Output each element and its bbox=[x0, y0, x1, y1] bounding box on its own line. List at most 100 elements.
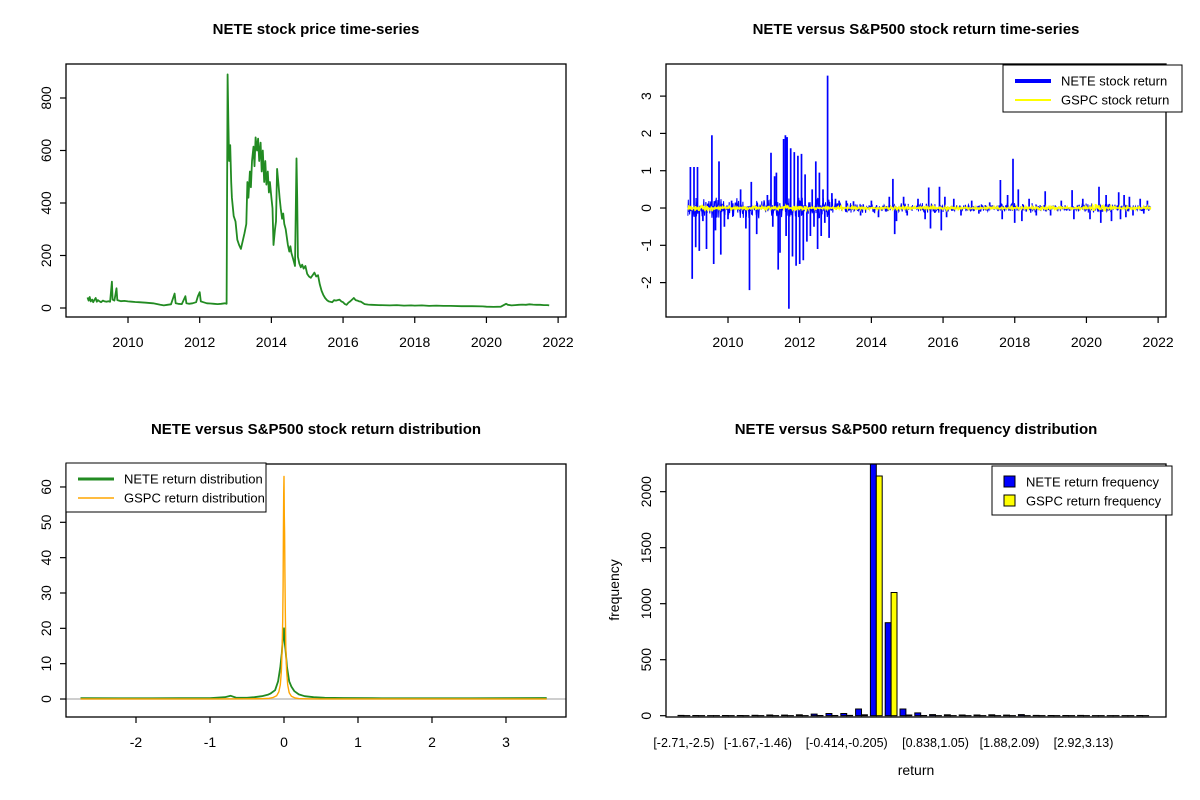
plot-box bbox=[665, 63, 1167, 318]
bar bbox=[855, 708, 863, 717]
x-axis-tick-label: 2022 bbox=[543, 334, 574, 350]
x-axis-bin-label: [1.88,2.09) bbox=[980, 736, 1040, 750]
bar bbox=[1003, 714, 1011, 717]
x-axis-tick-label: 2012 bbox=[184, 334, 215, 350]
bar bbox=[914, 712, 922, 717]
bar bbox=[943, 714, 951, 717]
bar bbox=[890, 592, 898, 717]
y-axis-tick-label: 20 bbox=[38, 620, 54, 636]
y-axis-tick-label: 2000 bbox=[638, 476, 654, 507]
y-axis-tick-label: 10 bbox=[38, 656, 54, 672]
y-axis-tick-label: 0 bbox=[638, 712, 654, 720]
x-axis-bin-label: [-1.67,-1.46) bbox=[724, 736, 792, 750]
x-axis-bin-label: [0.838,1.05) bbox=[902, 736, 969, 750]
y-axis-tick-label: 200 bbox=[38, 244, 54, 268]
bar bbox=[810, 713, 818, 717]
plot-box bbox=[65, 63, 567, 318]
y-axis-tick-label: 3 bbox=[638, 92, 654, 100]
x-axis-tick-label: 2016 bbox=[927, 334, 958, 350]
plot-box bbox=[65, 463, 567, 718]
x-axis-bin-label: [-0.414,-0.205) bbox=[806, 736, 888, 750]
y-axis-tick-label: 800 bbox=[38, 86, 54, 110]
x-axis-tick-label: 2016 bbox=[327, 334, 358, 350]
x-axis-tick-label: 2014 bbox=[256, 334, 287, 350]
bar bbox=[869, 463, 877, 717]
bar bbox=[840, 713, 848, 717]
legend-box-swatch bbox=[1003, 494, 1016, 507]
price-time-series-chart: 2010 2012 2014 2016 2018 2020 2022 0 200 400 600 80… bbox=[38, 63, 574, 350]
return-frequency-chart: [-2.71,-2.5) [-1.67,-1.46) [-0.414,-0.205)… bbox=[638, 463, 1173, 750]
x-axis-tick-label: 1 bbox=[354, 734, 362, 750]
series-line bbox=[80, 475, 547, 700]
y-axis-tick-label: 1000 bbox=[638, 588, 654, 619]
x-axis-tick-label: 2022 bbox=[1143, 334, 1174, 350]
x-axis-tick-label: 2010 bbox=[112, 334, 143, 350]
x-axis-tick-label: -1 bbox=[204, 734, 217, 750]
panel-return-time-series: NETE versus S&P500 stock return time-ser… bbox=[600, 0, 1200, 400]
series-noise bbox=[687, 203, 1152, 213]
chart-title: NETE stock price time-series bbox=[212, 21, 420, 38]
x-axis-tick-label: 2014 bbox=[856, 334, 887, 350]
panel-return-distribution: NETE versus S&P500 stock return distribu… bbox=[0, 400, 600, 800]
series-spikes bbox=[689, 75, 1149, 309]
x-axis-tick-label: 2012 bbox=[784, 334, 815, 350]
y-axis-tick-label: 500 bbox=[638, 648, 654, 672]
y-axis-tick-label: 400 bbox=[38, 191, 54, 215]
y-axis-tick-label: -1 bbox=[638, 239, 654, 252]
chart-title: NETE versus S&P500 stock return distribu… bbox=[150, 421, 482, 438]
plot-box bbox=[665, 463, 1167, 718]
bar bbox=[781, 714, 789, 717]
legend: NETE return distribution GSPC return dist… bbox=[65, 462, 267, 513]
x-axis-tick-label: 2018 bbox=[999, 334, 1030, 350]
y-axis-tick-label: -2 bbox=[638, 276, 654, 289]
legend-box-swatch bbox=[1003, 475, 1016, 488]
bar bbox=[875, 475, 883, 717]
return-time-series-chart: 2010 2012 2014 2016 2018 2020 2022 -2 -1 0 1 2 3 NETE… bbox=[638, 63, 1183, 350]
bar bbox=[1017, 714, 1025, 717]
y-axis-tick-label: 0 bbox=[638, 204, 654, 212]
x-axis-label: return bbox=[897, 762, 935, 778]
x-axis-tick-label: 2020 bbox=[1071, 334, 1102, 350]
legend: NETE return frequency GSPC return frequen… bbox=[991, 465, 1173, 516]
y-axis-tick-label: 0 bbox=[38, 304, 54, 312]
y-axis-tick-label: 50 bbox=[38, 514, 54, 530]
series-line bbox=[80, 627, 547, 700]
y-axis-tick-label: 0 bbox=[38, 695, 54, 703]
bar bbox=[766, 714, 774, 717]
x-axis-tick-label: 2 bbox=[428, 734, 436, 750]
y-axis-tick-label: 60 bbox=[38, 479, 54, 495]
bar bbox=[988, 714, 996, 717]
x-axis-tick-label: 2010 bbox=[712, 334, 743, 350]
bar bbox=[861, 714, 868, 717]
panel-return-frequency: NETE versus S&P500 return frequency dist… bbox=[600, 400, 1200, 800]
x-axis-tick-label: 3 bbox=[502, 734, 510, 750]
bar bbox=[825, 713, 833, 717]
legend-label: GSPC stock return bbox=[1061, 93, 1169, 108]
x-axis-tick-label: 2020 bbox=[471, 334, 502, 350]
x-axis-tick-label: 0 bbox=[280, 734, 288, 750]
chart-title: NETE versus S&P500 return frequency dist… bbox=[734, 421, 1098, 438]
y-axis-tick-label: 600 bbox=[38, 139, 54, 163]
y-axis-tick-label: 1 bbox=[638, 167, 654, 175]
y-axis-tick-label: 40 bbox=[38, 550, 54, 566]
x-axis-bin-label: [-2.71,-2.5) bbox=[653, 736, 714, 750]
legend-label: NETE return distribution bbox=[124, 472, 263, 487]
y-axis-tick-label: 1500 bbox=[638, 532, 654, 563]
x-axis-bin-label: [2.92,3.13) bbox=[1054, 736, 1114, 750]
legend-label: GSPC return frequency bbox=[1026, 494, 1162, 509]
chart-title: NETE versus S&P500 stock return time-ser… bbox=[752, 21, 1080, 38]
legend-label: NETE return frequency bbox=[1026, 475, 1159, 490]
bar bbox=[884, 622, 892, 717]
series-line bbox=[86, 73, 550, 308]
y-axis-tick-label: 30 bbox=[38, 585, 54, 601]
legend: NETE stock return GSPC stock return bbox=[1002, 64, 1183, 113]
bar bbox=[905, 714, 913, 717]
bar bbox=[973, 714, 981, 717]
bar bbox=[958, 714, 966, 717]
bar bbox=[795, 714, 803, 717]
bar bbox=[929, 714, 937, 717]
x-axis-tick-label: 2018 bbox=[399, 334, 430, 350]
panel-price-time-series: NETE stock price time-series 2010 2012 201… bbox=[0, 0, 600, 400]
